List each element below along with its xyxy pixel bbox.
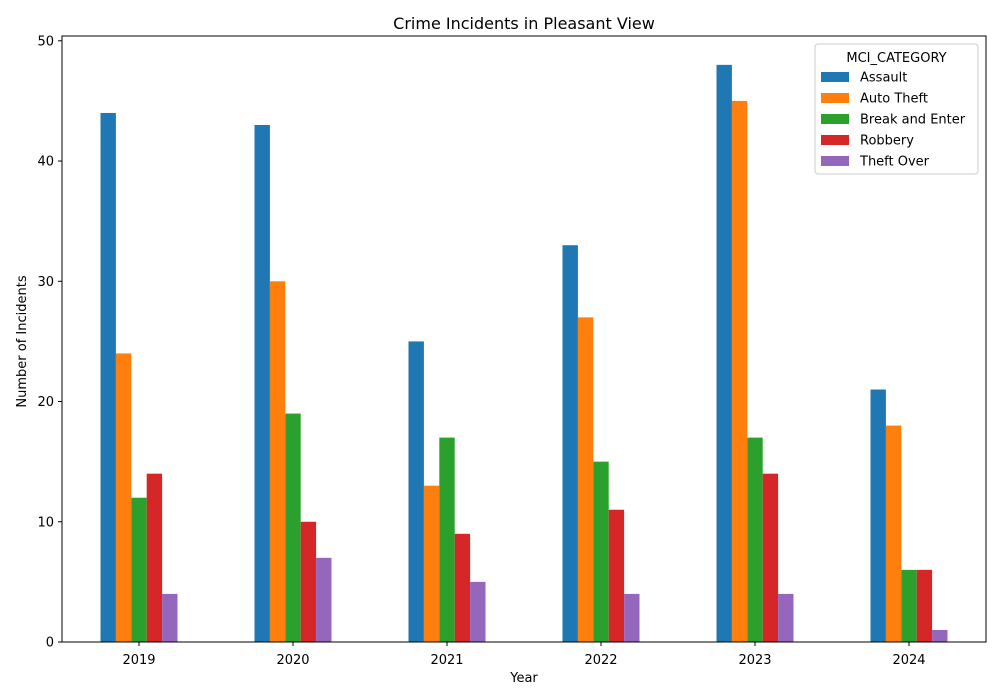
bar-auto-theft-2023 (731, 100, 748, 643)
bar-auto-theft-2021 (423, 485, 440, 642)
y-tick-label: 0 (46, 636, 54, 651)
chart-title: Crime Incidents in Pleasant View (393, 14, 655, 33)
bar-robbery-2024 (916, 569, 933, 642)
bar-assault-2022 (562, 245, 578, 642)
legend-swatch-auto-theft (821, 93, 849, 103)
legend-swatch-robbery (821, 135, 849, 145)
legend: MCI_CATEGORY Assault Auto Theft Break and E… (814, 43, 979, 175)
x-axis-label: Year (509, 671, 538, 686)
axes-frame (61, 35, 987, 643)
bar-theft-over-2023 (778, 593, 794, 642)
bar-break-and-enter-2019 (131, 497, 147, 642)
legend-title: MCI_CATEGORY (846, 51, 946, 66)
x-tick-label: 2019 (122, 653, 155, 668)
bar-robbery-2023 (762, 473, 779, 642)
legend-swatch-theft-over (821, 156, 849, 166)
bar-theft-over-2019 (162, 593, 178, 642)
bar-auto-theft-2022 (577, 317, 594, 642)
bar-theft-over-2021 (470, 581, 486, 642)
bar-theft-over-2022 (624, 593, 640, 642)
legend-box (814, 43, 979, 175)
bar-robbery-2019 (146, 473, 163, 642)
bar-assault-2023 (716, 64, 732, 643)
x-tick-label: 2024 (892, 653, 925, 668)
bar-theft-over-2024 (932, 629, 948, 642)
plot-area (100, 64, 948, 643)
bar-theft-over-2020 (316, 557, 332, 642)
y-tick-label: 50 (37, 34, 54, 49)
bar-break-and-enter-2024 (901, 569, 917, 642)
legend-label-assault: Assault (860, 71, 907, 86)
y-tick-label: 40 (37, 155, 54, 170)
y-tick-label: 10 (37, 515, 54, 530)
bar-robbery-2021 (454, 533, 471, 642)
legend-label-robbery: Robbery (860, 134, 914, 149)
bar-robbery-2020 (300, 521, 317, 642)
legend-label-auto-theft: Auto Theft (860, 92, 928, 107)
axes: 2019 2020 2021 2022 2023 2024 0 10 20 30 40 50 (37, 34, 987, 668)
x-tick-label: 2020 (276, 653, 309, 668)
bar-assault-2019 (100, 112, 116, 642)
x-tick-label: 2021 (430, 653, 463, 668)
legend-swatch-assault (821, 72, 849, 82)
x-tick-label: 2023 (738, 653, 771, 668)
legend-label-break-and-enter: Break and Enter (860, 113, 966, 128)
bar-break-and-enter-2021 (439, 437, 455, 642)
bar-assault-2021 (408, 341, 424, 642)
bar-auto-theft-2024 (885, 425, 902, 642)
bar-break-and-enter-2022 (593, 461, 609, 642)
bar-assault-2024 (870, 389, 886, 642)
legend-label-theft-over: Theft Over (859, 155, 930, 170)
legend-swatch-break-and-enter (821, 114, 849, 124)
bar-auto-theft-2020 (269, 281, 286, 642)
bar-robbery-2022 (608, 509, 625, 642)
bar-auto-theft-2019 (115, 353, 132, 642)
bar-break-and-enter-2020 (285, 413, 301, 642)
y-tick-label: 30 (37, 275, 54, 290)
y-tick-label: 20 (37, 395, 54, 410)
y-axis-label: Number of Incidents (15, 275, 30, 407)
bar-assault-2020 (254, 124, 270, 643)
bar-break-and-enter-2023 (747, 437, 763, 642)
x-tick-label: 2022 (584, 653, 617, 668)
